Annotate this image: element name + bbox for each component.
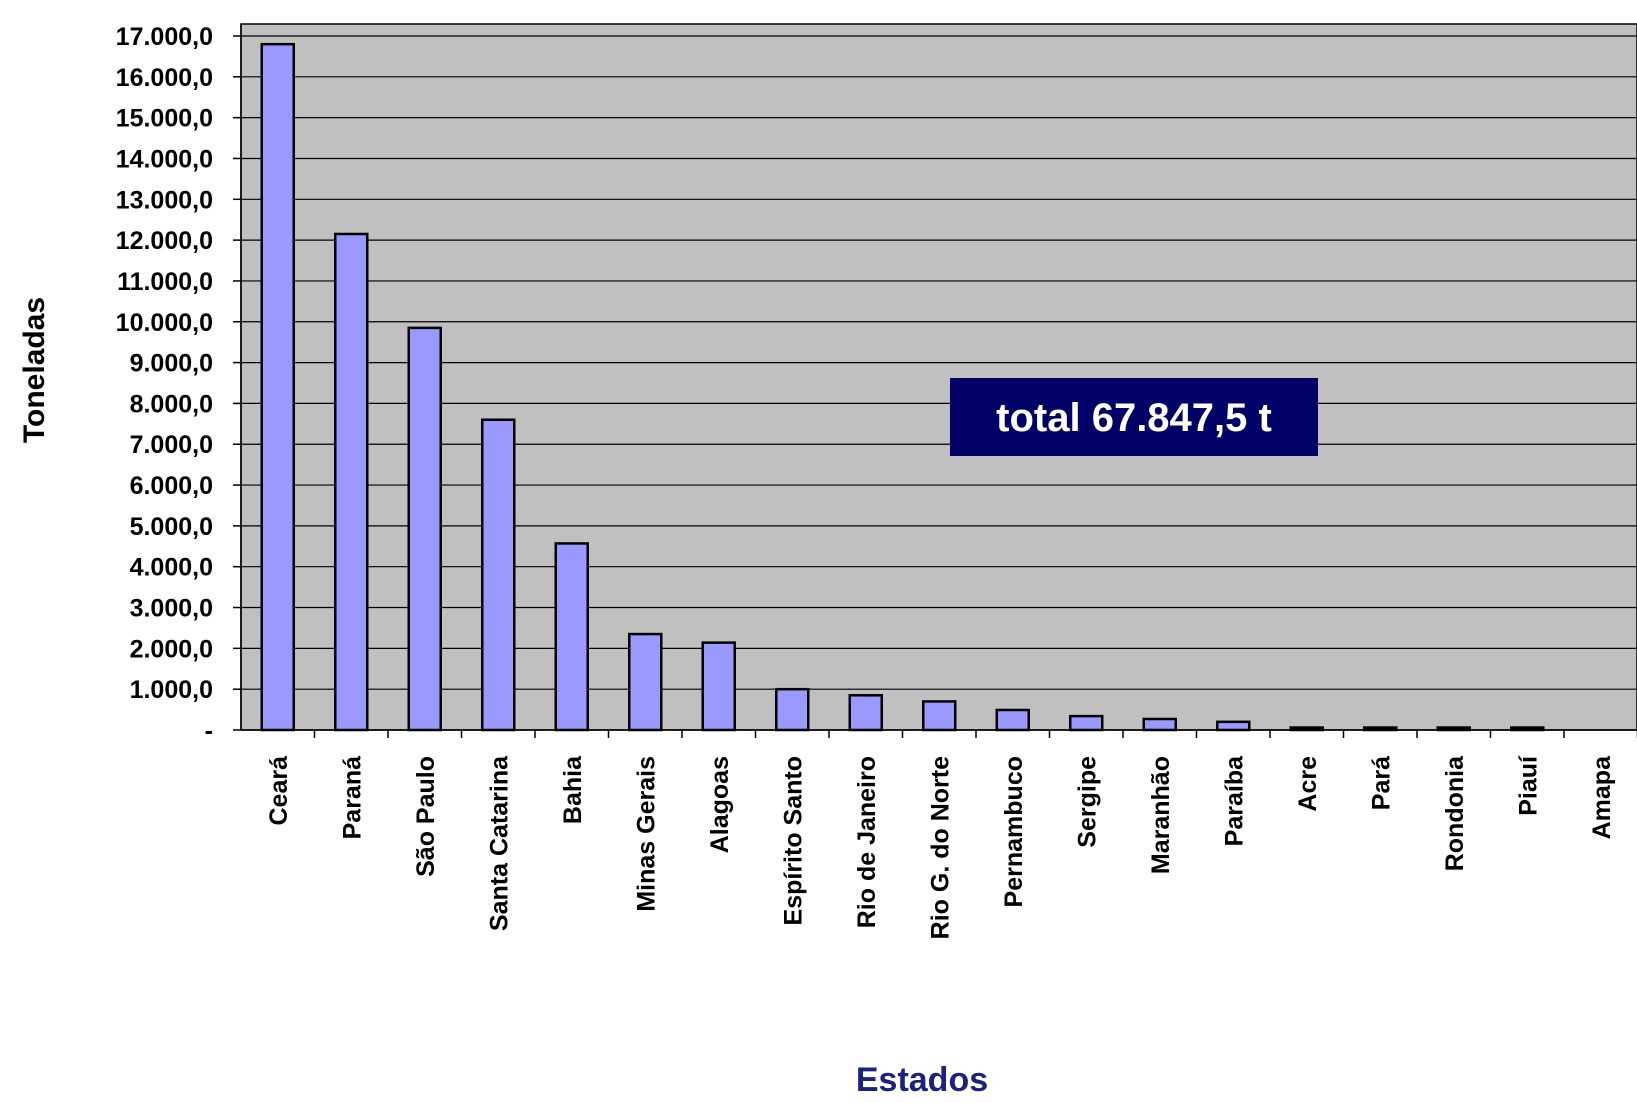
bar-14 — [1216, 720, 1251, 732]
bar-4 — [481, 418, 516, 732]
x-tick-label: Acre — [1294, 756, 1322, 812]
y-tick-label: 4.000,0 — [130, 554, 213, 582]
bar-5 — [554, 542, 589, 732]
y-tick-label: 2.000,0 — [130, 635, 213, 663]
x-axis-title: Estados — [856, 1061, 988, 1098]
bar-11 — [995, 708, 1030, 732]
x-tick-label: Alagoas — [706, 756, 734, 853]
y-tick-label: 16.000,0 — [116, 64, 213, 92]
total-annotation-text: total 67.847,5 t — [996, 396, 1272, 440]
x-tick-label: Paraná — [338, 756, 366, 839]
y-tick-label: 13.000,0 — [116, 186, 213, 214]
bar-2 — [334, 232, 369, 732]
bar-12 — [1069, 714, 1104, 732]
gridlines — [241, 35, 1637, 690]
x-tick-label: Rio de Janeiro — [853, 756, 881, 928]
x-tick-label: Maranhão — [1147, 756, 1175, 874]
y-tick-label: 7.000,0 — [130, 431, 213, 459]
y-tick-label: 10.000,0 — [116, 309, 213, 337]
plot-area — [240, 23, 1637, 731]
x-tick-label: São Paulo — [412, 756, 440, 877]
x-tick-label: Ceará — [265, 756, 293, 826]
y-tick-label: 14.000,0 — [116, 145, 213, 173]
y-tick-label: 12.000,0 — [116, 227, 213, 255]
bar-9 — [848, 694, 883, 732]
bar-10 — [922, 700, 957, 732]
y-tick-labels: - 1.000,0 2.000,0 3.000,0 4.000,0 5.000,0 6.00… — [116, 23, 213, 745]
x-tick-label: Amapa — [1588, 755, 1616, 839]
total-annotation: total 67.847,5 t — [950, 378, 1318, 456]
x-tick-label: Sergipe — [1073, 756, 1101, 848]
bar-3 — [407, 326, 442, 732]
x-tick-label: Rio G. do Norte — [926, 756, 954, 939]
x-tick-label: Bahia — [559, 755, 587, 824]
x-tick-labels: Ceará Paraná São Paulo Santa Catarina Bahia M… — [265, 755, 1616, 939]
x-tick-label: Santa Catarina — [485, 755, 513, 931]
y-tick-label: 8.000,0 — [130, 390, 213, 418]
y-tick-label: 6.000,0 — [130, 472, 213, 500]
y-tick-label: - — [205, 717, 213, 745]
axes — [233, 24, 1637, 738]
x-tick-label: Rondonia — [1441, 755, 1469, 871]
y-tick-label: 15.000,0 — [116, 105, 213, 133]
y-tick-label: 3.000,0 — [130, 595, 213, 623]
x-tick-label: Espírito Santo — [779, 756, 807, 925]
y-axis-title: Toneladas — [18, 297, 51, 443]
x-tick-label: Pará — [1367, 756, 1395, 810]
x-tick-label: Piauí — [1514, 755, 1542, 816]
y-tick-label: 11.000,0 — [117, 268, 213, 296]
bar-6 — [628, 632, 663, 732]
bars — [260, 42, 1545, 732]
bar-8 — [775, 687, 810, 732]
y-tick-label: 5.000,0 — [130, 513, 213, 541]
x-tick-label: Minas Gerais — [632, 756, 660, 912]
x-tick-label: Pernambuco — [1000, 756, 1028, 907]
bar-7 — [701, 641, 736, 732]
y-tick-label: 1.000,0 — [130, 676, 213, 704]
y-tick-label: 17.000,0 — [116, 23, 213, 51]
x-tick-label: Paraíba — [1220, 755, 1248, 846]
y-tick-label: 9.000,0 — [130, 350, 213, 378]
bar-1 — [260, 42, 295, 732]
bar-13 — [1142, 717, 1177, 732]
